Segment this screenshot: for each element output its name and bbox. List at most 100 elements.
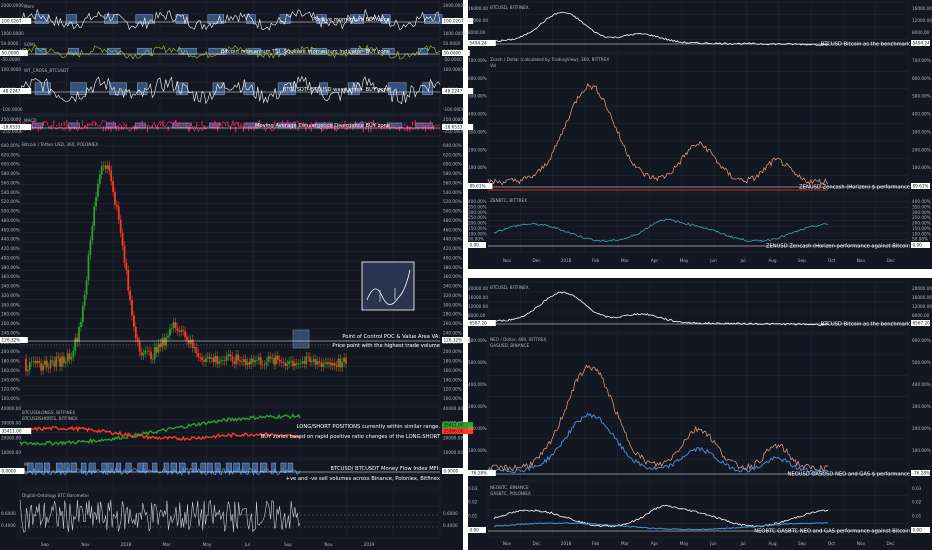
ls-tick-left: 10000.00: [1, 450, 21, 455]
buy-zone-box: [136, 48, 152, 55]
candle-body: [186, 336, 188, 341]
axis-tick-left: 500.00%: [468, 360, 487, 365]
panel-title: NEO / Dollar, 480, BITTREX: [490, 337, 547, 342]
x-tick-month: Mar: [163, 542, 171, 547]
candle-body: [195, 347, 198, 354]
axis-tick: 8000.00: [912, 313, 930, 318]
barometer-line: [19, 499, 301, 533]
pct-tick: 540.00%: [443, 190, 462, 195]
axis-tick-left: 400.00%: [468, 112, 487, 117]
pct-tick-left: 120.00%: [1, 387, 20, 392]
candle-body: [36, 360, 39, 364]
value-tag-right: 89.61%: [913, 184, 929, 189]
pct-tick-left: 480.00%: [1, 218, 20, 223]
candle-body: [339, 358, 342, 368]
axis-tick-left: 500.00%: [468, 94, 487, 99]
candle-body: [53, 360, 56, 367]
candle-body: [136, 338, 139, 342]
value-tag-right-bg: [442, 50, 470, 56]
value-tag-right: 0.00: [913, 528, 923, 533]
panel-sqz: SQMI50.000050.00000.00000.0000-50.0000-5…: [0, 39, 470, 65]
candle-body: [133, 315, 135, 327]
axis-tick-left: 100.00%: [468, 448, 487, 453]
candle-body: [231, 356, 234, 362]
baro-tick: 0.4000: [443, 523, 458, 528]
candle-body: [153, 346, 156, 360]
value-tag-left: -76.28%: [470, 471, 487, 476]
pct-tick-left: 620.00%: [1, 152, 20, 157]
candle-body: [155, 346, 158, 353]
pct-tick: 360.00%: [443, 274, 462, 279]
candle-body: [242, 359, 245, 362]
value-tag-right-bg: [911, 183, 930, 189]
value-tag-left-bg: [468, 242, 486, 248]
x-tick-month: Jul: [739, 541, 745, 546]
candle-body: [70, 356, 73, 360]
value-tag-left: 0.00: [470, 243, 480, 248]
panel-title: NEOBTC, BINANCE: [490, 485, 529, 490]
baro-tick-left: 0.4000: [1, 523, 16, 528]
axis-tick-left: 250.0000: [1, 117, 21, 122]
mfi-box: [206, 462, 213, 473]
buy-zone-box: [319, 82, 328, 96]
candle-body: [280, 361, 283, 363]
panel-zbtc: ZENBTC, BITTREX 400.00%400.00%350.00%350.…: [468, 194, 931, 253]
candle-body: [199, 357, 202, 358]
candle-body: [246, 362, 249, 366]
candle-body: [343, 357, 346, 363]
axis-tick-left: 16000.00: [468, 295, 488, 300]
panel-title: BTCUSD, BITFINEX: [490, 285, 529, 290]
axis-tick-left: 50.0000: [1, 41, 19, 46]
candle-body: [121, 232, 124, 246]
candle-body: [269, 356, 272, 359]
shorts-tag-right-bg: [442, 428, 474, 434]
candle-body: [98, 174, 101, 184]
candle-body: [223, 360, 226, 361]
candle-body: [341, 362, 344, 368]
ls-annotation-2: BUY zones based on rapid positive ratio …: [261, 434, 441, 440]
axis-tick: 200.00%: [912, 221, 931, 226]
candle-body: [290, 360, 292, 362]
pct-tick-left: 260.00%: [1, 321, 20, 326]
value-tag-right-bg: [442, 18, 474, 24]
pct-tick: 400.00%: [443, 255, 462, 260]
poc-annotation: Point of Control POC & Value Area VA:: [342, 334, 440, 340]
axis-tick: 350.00%: [912, 204, 931, 209]
x-tick-month: Sep: [41, 542, 49, 547]
value-tag-right: -18.6533: [444, 125, 463, 130]
pct-tick-left: 380.00%: [1, 265, 20, 270]
x-tick-month: Jul: [244, 542, 250, 547]
buy-zone-box: [70, 82, 87, 96]
row-divider: [468, 269, 932, 278]
x-tick-month: Apr: [651, 541, 659, 546]
candle-body: [314, 359, 317, 365]
axis-tick: 150.00%: [912, 226, 931, 231]
oscillator-line: [19, 119, 441, 133]
candle-body: [38, 360, 41, 364]
axis-tick: 300.00%: [912, 404, 931, 409]
candle-body: [157, 343, 160, 353]
mfi-box: [242, 462, 250, 473]
axis-tick-left: 400.00%: [468, 199, 487, 204]
candle-body: [333, 362, 336, 366]
x-tick-month: May: [680, 541, 689, 546]
buy-zone-box: [104, 14, 118, 24]
value-tag-right-bg: [442, 88, 474, 94]
pct-tick: 600.00%: [443, 162, 462, 167]
panel-subtitle: Vol: [490, 63, 496, 68]
candle-body: [216, 355, 219, 364]
candle-body: [222, 360, 224, 361]
pct-tick: 200.00%: [443, 349, 462, 354]
value-tag-right: 100.0267: [444, 19, 464, 24]
candle-body: [197, 353, 200, 358]
axis-tick-left: 2000.0000: [1, 3, 24, 8]
buy-zone-box: [68, 48, 80, 55]
candle-body: [204, 358, 207, 362]
buy-zone-box: [422, 82, 433, 96]
pct-tick: 140.00%: [443, 377, 462, 382]
candle-body: [169, 328, 171, 336]
candle-body: [191, 339, 194, 349]
panel-barometer: Digital-Ontology BTC Barometer 0.6000 0.60…: [1, 489, 458, 539]
axis-tick: 0.01: [912, 513, 922, 518]
candle-body: [210, 357, 213, 359]
